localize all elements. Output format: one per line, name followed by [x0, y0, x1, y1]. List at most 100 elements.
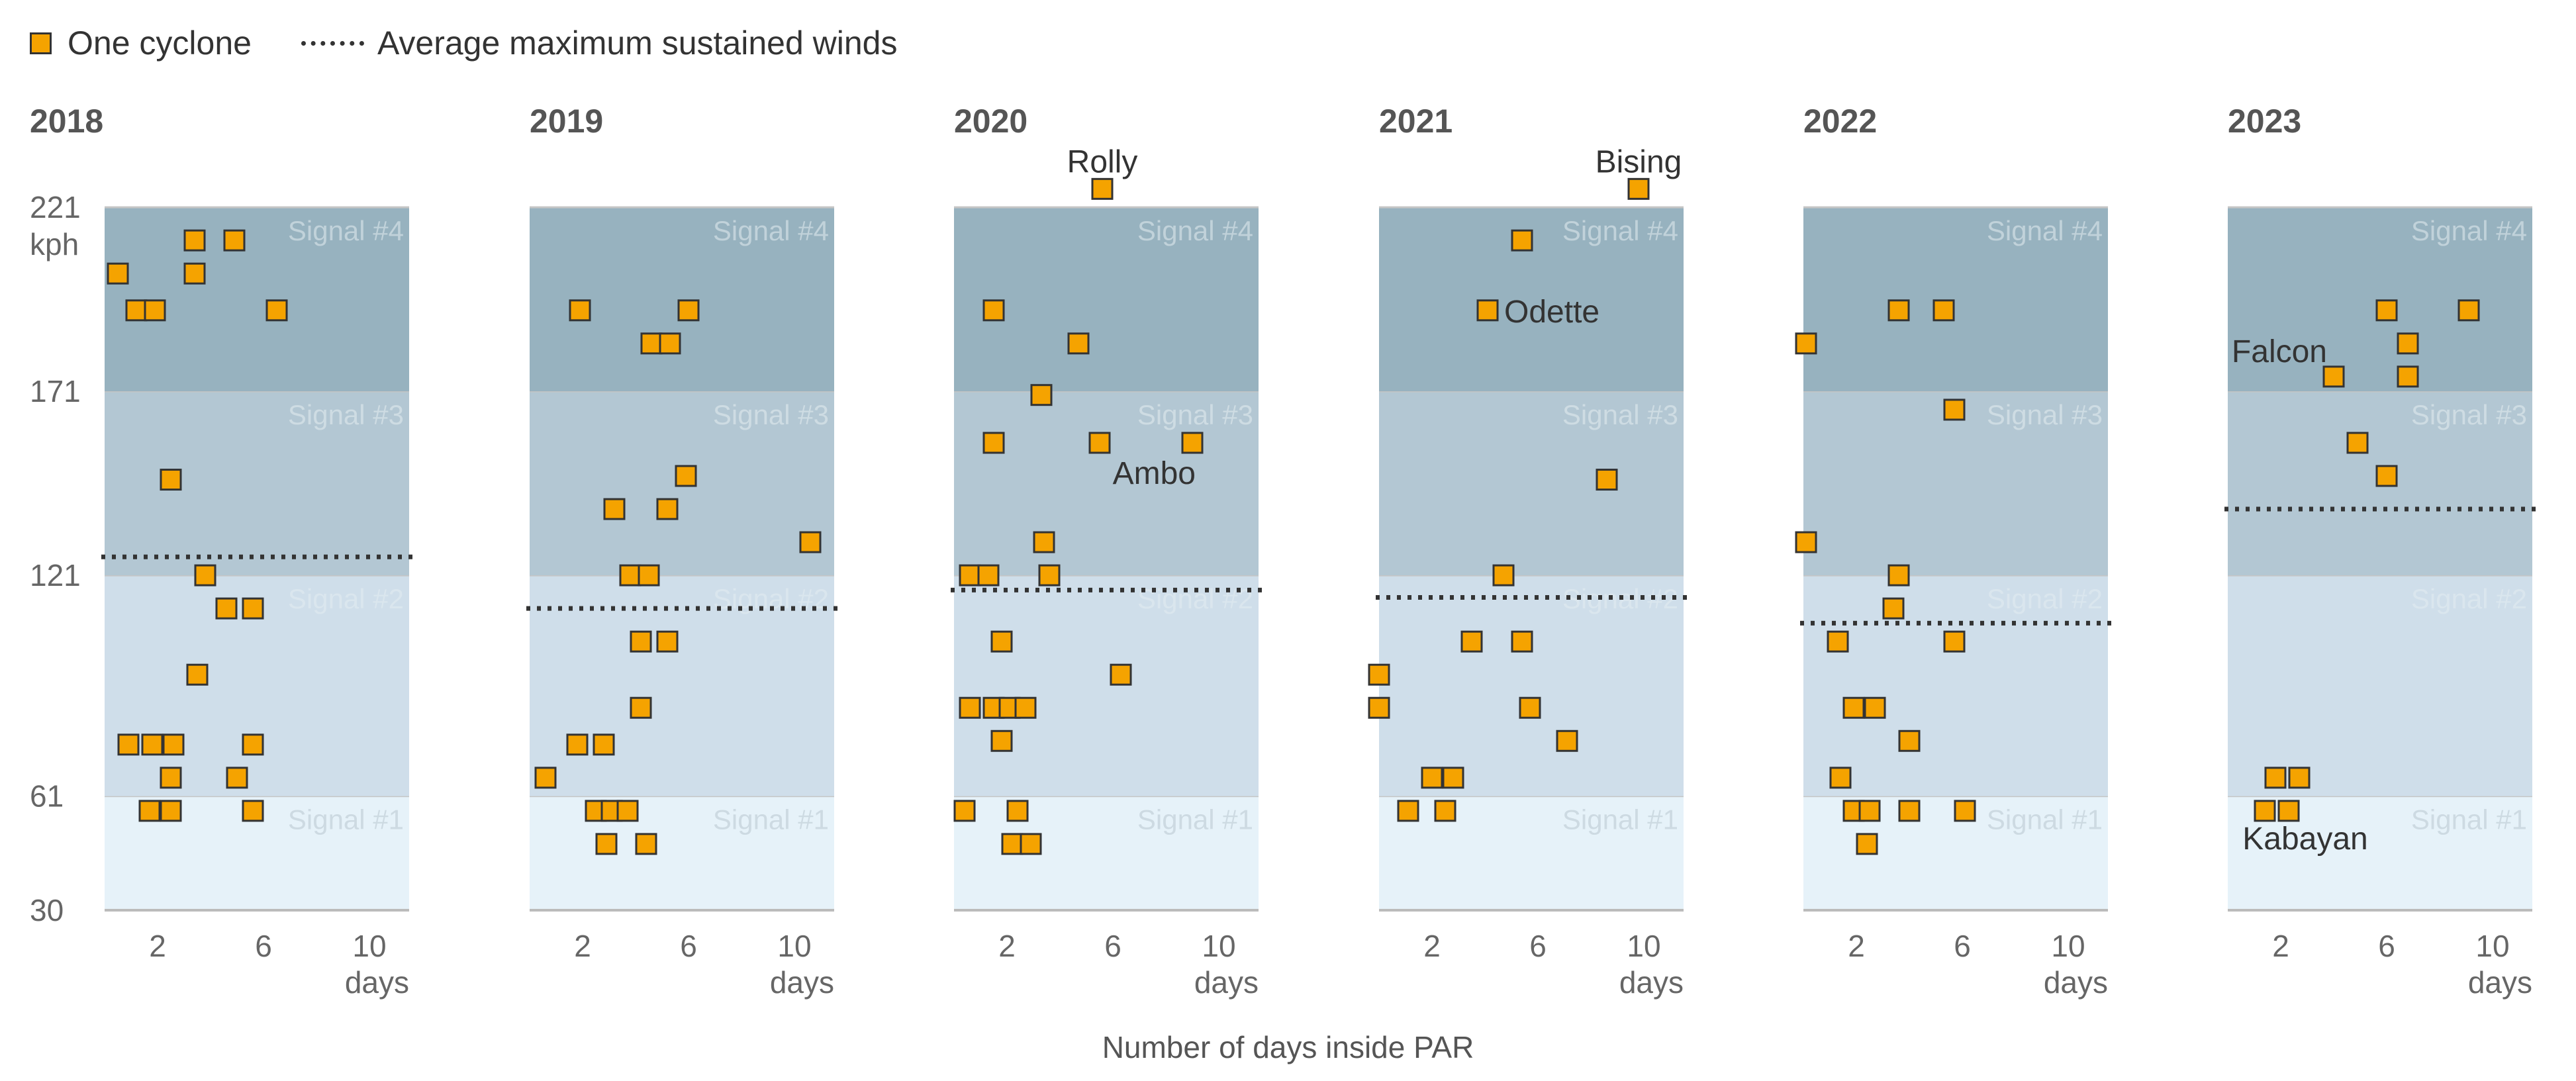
- panel-2023-cyclone-marker: [2397, 332, 2419, 355]
- panel-2018-cyclone-marker: [183, 262, 206, 285]
- panel-2021-title: 2021: [1379, 103, 1453, 140]
- panel-2020-cyclone-marker: [959, 564, 981, 587]
- panel-2021-band-label: Signal #3: [1562, 399, 1678, 430]
- panel-2019-cyclone-marker: [630, 696, 652, 719]
- panel-2019-cyclone-marker: [619, 564, 642, 587]
- panel-2023-cyclone-marker: [2264, 767, 2287, 789]
- panel-2023-x-tick-label: 2: [2272, 929, 2289, 963]
- panel-2023-x-tick-label: 10: [2475, 929, 2509, 963]
- panel-2020-cyclone-marker: [959, 696, 981, 719]
- panel-2019-cyclone-marker: [638, 564, 660, 587]
- panel-2020-band-label: Signal #1: [1137, 804, 1253, 835]
- panel-2023-cyclone-marker: [2375, 465, 2398, 487]
- panel-2020-cyclone-marker: [1030, 384, 1053, 406]
- panel-2022-band-label: Signal #1: [1987, 804, 2103, 835]
- panel-2023-annotation-falcon: Falcon: [2232, 334, 2327, 369]
- panel-2021-band-2: [1379, 575, 1684, 796]
- panel-2018-band-label: Signal #2: [288, 583, 404, 614]
- panel-2018-cyclone-marker: [144, 299, 166, 322]
- panel-2023-title: 2023: [2228, 103, 2301, 140]
- panel-2022-title: 2022: [1803, 103, 1877, 140]
- panel-2020-x-tick-label: 2: [998, 929, 1016, 963]
- panel-2022-cyclone-marker: [1829, 767, 1852, 789]
- panel-2022-x-unit-label: days: [2044, 965, 2108, 1000]
- panel-2022-cyclone-marker: [1795, 332, 1817, 355]
- panel-2020-cyclone-marker: [953, 800, 976, 822]
- panel-2018-x-tick-label: 6: [255, 929, 272, 963]
- panel-2021-x-tick-label: 10: [1627, 929, 1660, 963]
- panel-2020-cyclone-marker: [982, 299, 1005, 322]
- panel-2019-cyclone-marker: [799, 531, 822, 553]
- panel-2021-cyclone-marker: [1511, 630, 1533, 653]
- panel-2020-x-tick-label: 10: [1202, 929, 1235, 963]
- panel-2019-cyclone-marker: [616, 800, 639, 822]
- panel-2018-cyclone-marker: [183, 229, 206, 252]
- panel-2019-band-2: [530, 575, 834, 796]
- panel-2022-x-tick-label: 2: [1848, 929, 1865, 963]
- panel-2023-x-unit-label: days: [2468, 965, 2532, 1000]
- panel-2022-cyclone-marker: [1943, 630, 1966, 653]
- panel-2021-cyclone-marker: [1434, 800, 1456, 822]
- panel-2018-x-unit-label: days: [345, 965, 409, 1000]
- panel-2023-cyclone-marker: [2322, 365, 2345, 388]
- panel-2021-band-3: [1379, 391, 1684, 576]
- panel-2019-cyclone-marker: [603, 498, 626, 520]
- panel-2018-cyclone-marker: [242, 733, 264, 756]
- panel-2020-band-2: [954, 575, 1259, 796]
- panel-2019-x-unit-label: days: [770, 965, 834, 1000]
- panel-2019-x-tick-label: 6: [680, 929, 697, 963]
- panel-2022-cyclone-marker: [1882, 597, 1905, 620]
- panel-2023-cyclone-marker: [2457, 299, 2480, 322]
- panel-2020-cyclone-marker: [1014, 696, 1037, 719]
- legend-item-average: Average maximum sustained winds: [301, 24, 898, 62]
- panel-2019-x-tick-label: 2: [574, 929, 591, 963]
- panel-2018-cyclone-marker: [160, 767, 182, 789]
- panel-2020-cyclone-marker: [982, 432, 1005, 454]
- panel-2021-cyclone-marker: [1460, 630, 1483, 653]
- panel-2023-cyclone-marker: [2254, 800, 2276, 822]
- y-unit-label: kph: [30, 227, 79, 261]
- y-tick-label: 61: [30, 779, 64, 814]
- panel-2021-annotation-bising: Bising: [1596, 144, 1682, 179]
- panel-2018-title: 2018: [30, 103, 103, 140]
- panel-2018-band-label: Signal #4: [288, 215, 404, 246]
- panel-2023-cyclone-marker: [2346, 432, 2369, 454]
- panel-2020-band-3: [954, 391, 1259, 576]
- x-axis-title: Number of days inside PAR: [1102, 1030, 1474, 1064]
- panel-2018-cyclone-marker: [125, 299, 148, 322]
- dotted-line-icon: [301, 40, 364, 46]
- panel-2020-x-unit-label: days: [1194, 965, 1259, 1000]
- panel-2021-cyclone-marker: [1442, 767, 1464, 789]
- panel-2020-cyclone-marker: [977, 564, 1000, 587]
- panel-2018-cyclone-marker: [186, 663, 209, 686]
- panel-2021-cyclone-marker: [1492, 564, 1515, 587]
- panel-2021-cyclone-marker: [1397, 800, 1419, 822]
- panel-2018-cyclone-marker: [117, 733, 140, 756]
- panel-2018-cyclone-marker: [160, 469, 182, 491]
- legend-average-label: Average maximum sustained winds: [377, 24, 898, 62]
- panel-2021-x-tick-label: 2: [1423, 929, 1441, 963]
- panel-2019-cyclone-marker: [566, 733, 589, 756]
- panel-2019-band-1: [530, 796, 834, 910]
- panel-2022-cyclone-marker: [1864, 696, 1886, 719]
- panel-2019-cyclone-marker: [635, 833, 657, 855]
- panel-2019-x-tick-label: 10: [777, 929, 811, 963]
- panel-2019-cyclone-marker: [630, 630, 652, 653]
- panel-2022-cyclone-marker: [1795, 531, 1817, 553]
- legend-cyclone-label: One cyclone: [68, 24, 252, 62]
- panel-2020-cyclone-marker: [990, 729, 1013, 752]
- panel-2022-cyclone-marker: [1898, 729, 1921, 752]
- panel-2020-cyclone-marker: [990, 630, 1013, 653]
- panel-2022-cyclone-marker: [1887, 564, 1910, 587]
- panel-2019-cyclone-marker: [659, 332, 681, 355]
- panel-2021-cyclone-marker: [1368, 663, 1390, 686]
- panel-2019-band-label: Signal #3: [713, 399, 829, 430]
- panel-2018-cyclone-marker: [215, 597, 238, 620]
- y-tick-label: 30: [30, 893, 64, 927]
- panel-2019-band-4: [530, 207, 834, 392]
- panel-2022-band-label: Signal #4: [1987, 215, 2103, 246]
- panel-2023-band-label: Signal #4: [2411, 215, 2527, 246]
- panel-2022-band-label: Signal #2: [1987, 583, 2103, 614]
- panel-2023-cyclone-marker: [2397, 365, 2419, 388]
